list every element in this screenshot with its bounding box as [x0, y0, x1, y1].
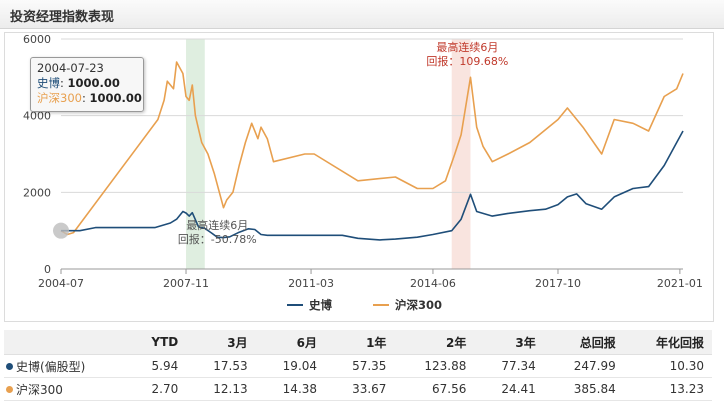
- cell-total: 247.99: [543, 354, 624, 378]
- cell-total: 385.84: [543, 377, 624, 401]
- chart-tooltip: 2004-07-23 史博: 1000.00 沪深300: 1000.00: [30, 57, 144, 112]
- header-annualized: 年化回报: [623, 330, 712, 355]
- header-1y: 1年: [325, 330, 395, 355]
- cell-3y: 77.34: [474, 354, 544, 378]
- annotation-line1: 最高连续6月: [436, 40, 498, 54]
- cell-2y: 123.88: [394, 354, 475, 378]
- header-3m: 3月: [186, 330, 256, 355]
- cell-1y: 33.67: [325, 377, 395, 401]
- cell-annualized: 10.30: [623, 354, 712, 378]
- cell-1y: 57.35: [325, 354, 395, 378]
- annotation-line2: 回报：109.68%: [426, 54, 508, 68]
- header-ytd: YTD: [127, 330, 187, 355]
- row-name: 史博(偏股型): [4, 354, 128, 378]
- x-tick-label: 2011-03: [288, 277, 334, 290]
- annotation-line1: 最高连续6月: [186, 218, 248, 232]
- section-header: 投资经理指数表现: [0, 0, 724, 29]
- y-tick-label: 4000: [23, 110, 51, 123]
- cell-ytd: 5.94: [127, 354, 187, 378]
- x-tick-label: 2014-06: [410, 277, 456, 290]
- y-tick-label: 0: [44, 263, 51, 276]
- shaded-period-best: [451, 39, 471, 269]
- y-tick-label: 6000: [23, 33, 51, 46]
- x-tick-label: 2007-11: [163, 277, 209, 290]
- hover-marker: [53, 222, 69, 239]
- x-tick-label: 2017-10: [535, 277, 581, 290]
- header-6m: 6月: [255, 330, 326, 355]
- cell-3y: 24.41: [474, 377, 544, 401]
- row-label: 沪深300: [16, 382, 63, 397]
- header-3y: 3年: [474, 330, 544, 355]
- cell-6m: 14.38: [255, 377, 326, 401]
- tooltip-value-2: 1000.00: [89, 91, 142, 105]
- chart-panel: 0 2000 4000 6000 2004-07 2007-11 2011-03 2014-0…: [4, 32, 714, 322]
- series-dot-icon: [6, 362, 13, 370]
- returns-table-wrap: YTD 3月 6月 1年 2年 3年 总回报 年化回报 史博(偏股型) 5.94…: [4, 330, 712, 401]
- returns-table: YTD 3月 6月 1年 2年 3年 总回报 年化回报 史博(偏股型) 5.94…: [4, 330, 712, 401]
- row-label: 史博(偏股型): [16, 359, 86, 374]
- legend-label: 沪深300: [395, 298, 442, 312]
- cell-ytd: 2.70: [127, 377, 187, 401]
- section-title: 投资经理指数表现: [10, 10, 115, 25]
- series-line-hs300: [60, 61, 684, 236]
- y-tick-label: 2000: [23, 186, 51, 199]
- x-tick-label: 2021-01: [657, 277, 703, 290]
- cell-3m: 17.53: [186, 354, 256, 378]
- row-name: 沪深300: [4, 377, 128, 401]
- annotation-line2: 回报：-50.78%: [178, 232, 257, 246]
- table-row: 史博(偏股型) 5.94 17.53 19.04 57.35 123.88 77…: [4, 354, 712, 378]
- series-line-shibo: [61, 130, 684, 241]
- cell-annualized: 13.23: [623, 377, 712, 401]
- cell-3m: 12.13: [186, 377, 256, 401]
- table-header-row: YTD 3月 6月 1年 2年 3年 总回报 年化回报: [4, 330, 712, 355]
- x-tick-label: 2004-07: [38, 277, 84, 290]
- tooltip-label-1: 史博: [37, 76, 60, 90]
- performance-chart[interactable]: 0 2000 4000 6000 2004-07 2007-11 2011-03 2014-0…: [5, 33, 713, 321]
- cell-2y: 67.56: [394, 377, 475, 401]
- header-2y: 2年: [394, 330, 475, 355]
- legend-label: 史博: [309, 298, 332, 312]
- cell-6m: 19.04: [255, 354, 326, 378]
- tooltip-value-1: 1000.00: [67, 76, 120, 90]
- tooltip-label-2: 沪深300: [37, 91, 82, 105]
- series-dot-icon: [6, 385, 13, 393]
- tooltip-date: 2004-07-23: [37, 61, 104, 75]
- table-row: 沪深300 2.70 12.13 14.38 33.67 67.56 24.41…: [4, 377, 712, 401]
- header-total: 总回报: [543, 330, 624, 355]
- header-name: [4, 330, 128, 355]
